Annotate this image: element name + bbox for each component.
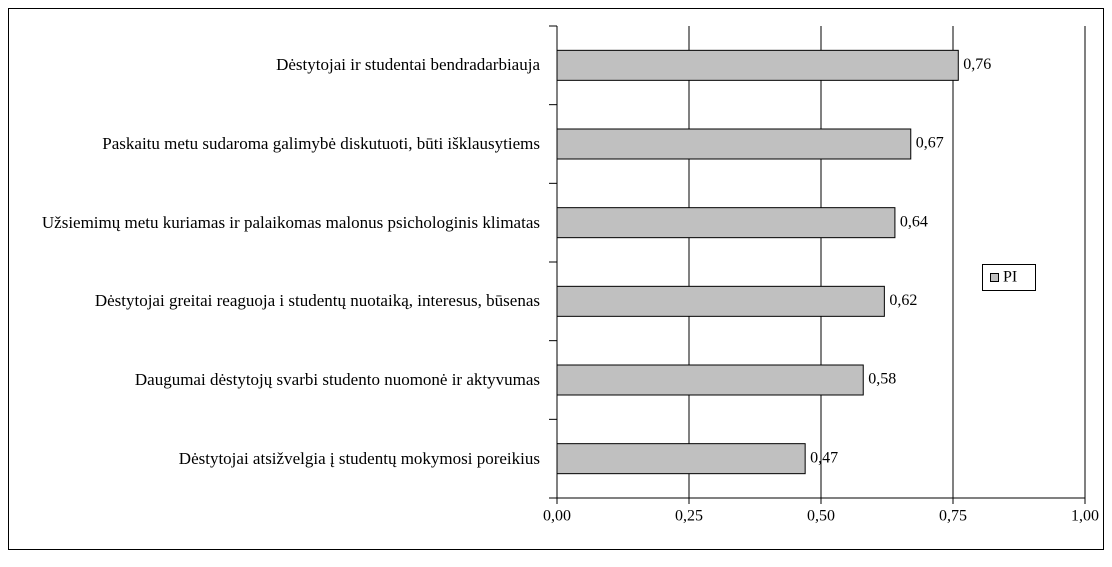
data-label: 0,47	[810, 449, 838, 466]
data-label: 0,62	[889, 292, 917, 309]
category-text: Dėstytojai greitai reaguoja i studentų n…	[94, 291, 540, 311]
y-tick-label: Paskaitu metu sudaroma galimybė diskutuo…	[10, 114, 540, 174]
y-tick-label: Daugumai dėstytojų svarbi studento nuomo…	[10, 350, 540, 410]
x-tick-label: 0,75	[939, 508, 967, 525]
y-tick-label: Užsiemimų metu kuriamas ir palaikomas ma…	[10, 193, 540, 253]
x-tick-label: 0,50	[807, 508, 835, 525]
y-tick-label: Dėstytojai atsižvelgia į studentų mokymo…	[10, 429, 540, 489]
x-tick-label: 1,00	[1071, 508, 1099, 525]
bar	[556, 364, 864, 396]
category-text: Daugumai dėstytojų svarbi studento nuomo…	[134, 370, 540, 389]
data-label: 0,76	[963, 56, 991, 73]
legend-label: PI	[1003, 269, 1017, 286]
category-text: Dėstytojai atsižvelgia į studentų mokymo…	[178, 448, 540, 468]
data-label: 0,64	[900, 213, 928, 230]
y-tick-label: Dėstytojai ir studentai bendradarbiauja	[10, 35, 540, 95]
y-tick-label: Dėstytojai greitai reaguoja i studentų n…	[10, 271, 540, 331]
category-text: Užsiemimų metu kuriamas ir palaikomas ma…	[41, 212, 540, 232]
x-tick-label: 0,00	[543, 508, 571, 525]
data-label: 0,67	[916, 135, 944, 152]
bar	[556, 128, 912, 160]
category-text: Paskaitu metu sudaroma galimybė diskutuo…	[102, 134, 540, 153]
bar	[556, 443, 806, 475]
legend-swatch	[990, 273, 999, 282]
data-label: 0,58	[868, 371, 896, 388]
category-text: Dėstytojai ir studentai bendradarbiauja	[276, 55, 540, 75]
bar	[556, 285, 885, 317]
bar	[556, 49, 959, 81]
chart-border	[8, 8, 1104, 550]
x-tick-label: 0,25	[675, 508, 703, 525]
bar	[556, 207, 896, 239]
